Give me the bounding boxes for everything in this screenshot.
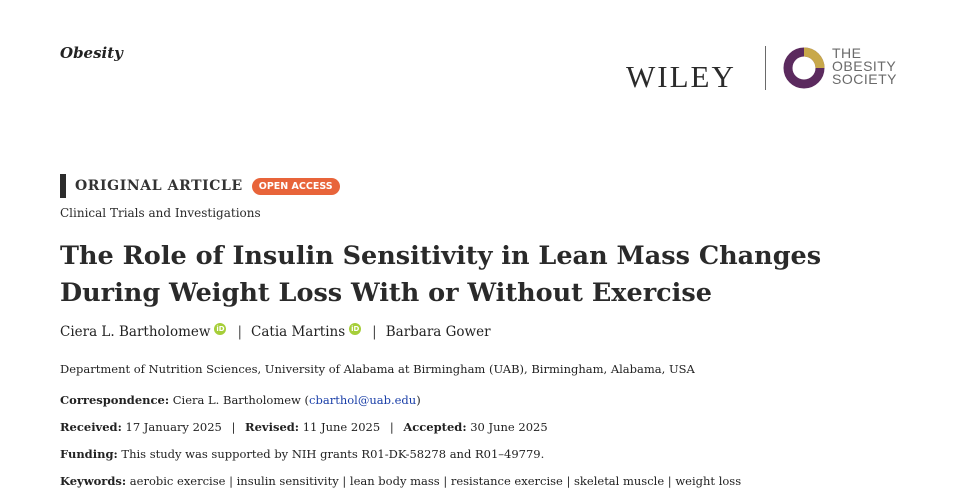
publisher-logos: WILEY THE OBESITY SOCIETY: [626, 44, 916, 94]
society-line: OBESITY: [832, 58, 897, 74]
author-list: Ciera L. Bartholomew iD | Catia Martins …: [60, 323, 491, 340]
article-type-bar: [60, 174, 66, 198]
keywords-text: aerobic exercise | insulin sensitivity |…: [129, 474, 742, 488]
funding: Funding: This study was supported by NIH…: [60, 447, 544, 461]
journal-name: Obesity: [60, 44, 123, 62]
article-dates: Received: 17 January 2025 | Revised: 11 …: [60, 420, 548, 434]
date-separator: |: [231, 420, 236, 434]
correspondence: Correspondence: Ciera L. Bartholomew (cb…: [60, 393, 421, 407]
received-label: Received:: [60, 420, 122, 434]
open-access-badge: OPEN ACCESS: [251, 177, 340, 195]
date-separator: |: [389, 420, 394, 434]
obesity-society-logo-icon: [783, 47, 825, 89]
article-section: Clinical Trials and Investigations: [60, 206, 261, 220]
author-separator: |: [372, 324, 377, 340]
correspondence-email-link[interactable]: cbarthol@uab.edu: [309, 393, 417, 407]
article-type-row: ORIGINAL ARTICLE OPEN ACCESS: [60, 174, 340, 198]
correspondence-name: Ciera L. Bartholomew (: [172, 393, 310, 407]
accepted-label: Accepted:: [403, 420, 467, 434]
funding-label: Funding:: [60, 447, 118, 461]
affiliation: Department of Nutrition Sciences, Univer…: [60, 362, 695, 376]
keywords: Keywords: aerobic exercise | insulin sen…: [60, 474, 741, 488]
author-name[interactable]: Ciera L. Bartholomew: [60, 324, 211, 340]
correspondence-close: ): [416, 393, 421, 407]
orcid-icon[interactable]: iD: [349, 323, 362, 335]
keywords-label: Keywords:: [60, 474, 127, 488]
revised-label: Revised:: [245, 420, 300, 434]
society-line: SOCIETY: [832, 71, 897, 87]
orcid-icon[interactable]: iD: [214, 323, 227, 335]
author-separator: |: [237, 324, 243, 340]
article-title: The Role of Insulin Sensitivity in Lean …: [60, 241, 822, 308]
funding-text: This study was supported by NIH grants R…: [121, 447, 545, 461]
article-type: ORIGINAL ARTICLE: [75, 178, 243, 194]
author-name[interactable]: Catia Martins: [251, 324, 346, 340]
revised-date: 11 June 2025: [302, 420, 381, 434]
accepted-date: 30 June 2025: [470, 420, 548, 434]
wiley-logo: WILEY: [626, 59, 736, 94]
logo-divider: [765, 46, 766, 90]
correspondence-label: Correspondence:: [60, 393, 170, 407]
author-name[interactable]: Barbara Gower: [385, 324, 491, 340]
society-line: THE: [832, 45, 862, 61]
received-date: 17 January 2025: [125, 420, 222, 434]
obesity-society-wordmark: THE OBESITY SOCIETY: [832, 45, 897, 87]
